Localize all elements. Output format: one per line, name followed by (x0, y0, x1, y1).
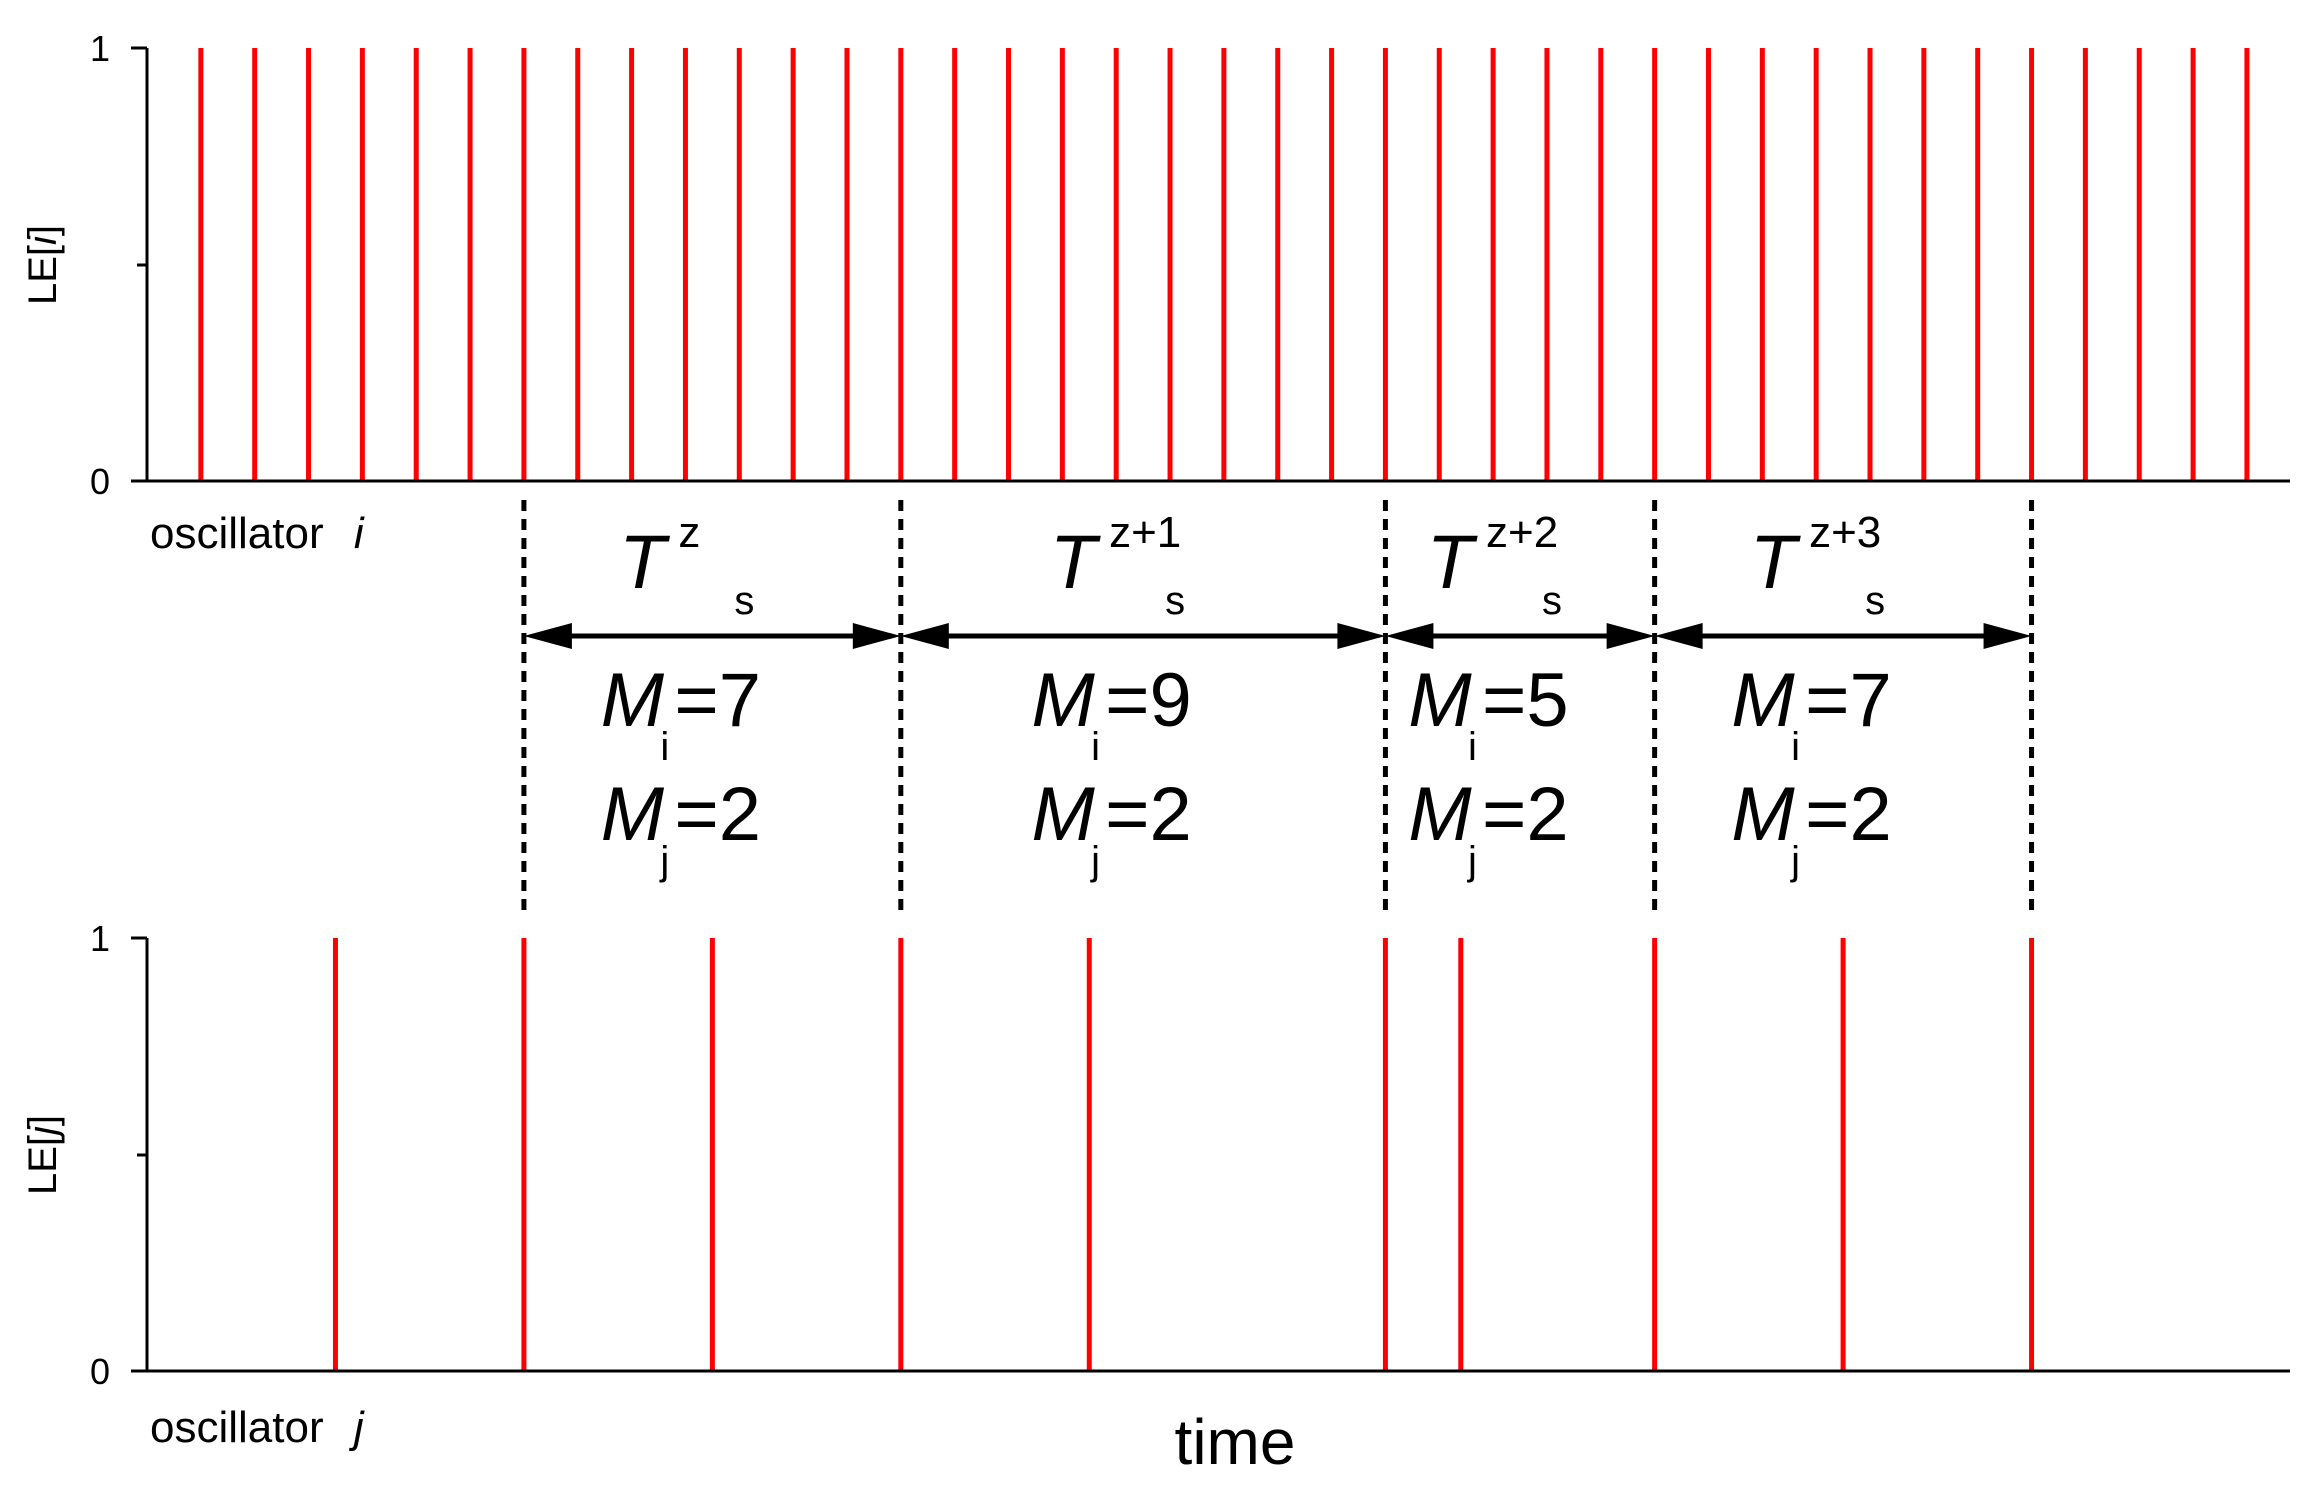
period-Mi-value: =5 (1482, 658, 1569, 743)
period-Mj-value: =2 (1105, 772, 1192, 857)
panel-oscillator-j: 1 0 LE[j] oscillator j time (21, 918, 2290, 1478)
caption-oscillator-j-word: oscillator (150, 1403, 324, 1452)
period-arrow-head-left (1654, 623, 1703, 649)
period-T-subscript: s (1542, 579, 1562, 623)
period-Mj-subscript: j (1467, 839, 1477, 883)
period-Mi-value: =7 (1805, 658, 1892, 743)
period-Mj-value: =2 (1805, 772, 1892, 857)
period-Mj-subscript: j (1790, 839, 1800, 883)
period-arrow-head-right (852, 623, 901, 649)
period-Mj-symbol: M (1731, 772, 1795, 857)
caption-oscillator-j: oscillator j (150, 1403, 365, 1452)
period-arrow-head-left (523, 623, 572, 649)
y-tick-label-bottom-0: 0 (90, 1351, 110, 1392)
period-Mj-value: =2 (1482, 772, 1569, 857)
period-Mi-subscript: i (660, 725, 669, 769)
y-tick-label-bottom-1: 1 (90, 918, 110, 959)
period-arrow-head-right (1337, 623, 1386, 649)
caption-oscillator-i-var: i (354, 509, 365, 558)
spikes-oscillator-i (198, 48, 2250, 481)
caption-oscillator-j-var: j (349, 1403, 365, 1452)
period-Mj-symbol: M (1408, 772, 1472, 857)
y-axis-label-top-var: i (21, 235, 65, 245)
period-Mj-symbol: M (1031, 772, 1095, 857)
period-Mj-symbol: M (601, 772, 665, 857)
x-axis-label-time: time (1175, 1406, 1296, 1478)
y-tick-label-top-0: 0 (90, 461, 110, 502)
panel-oscillator-i: 1 0 LE[i] oscillator i (21, 28, 2290, 558)
period-T-symbol: T (1427, 520, 1478, 605)
period-Mi-symbol: M (1408, 658, 1472, 743)
period-arrow-head-left (1385, 623, 1434, 649)
period-T-symbol: T (1050, 520, 1101, 605)
period-arrow-head-right (1983, 623, 2032, 649)
caption-oscillator-i: oscillator i (150, 509, 365, 558)
y-axis-label-bottom: LE[j] (21, 1115, 65, 1195)
period-T-subscript: s (734, 579, 754, 623)
period-Mi-value: =9 (1105, 658, 1192, 743)
period-Mi-subscript: i (1791, 725, 1800, 769)
period-T-superscript: z+1 (1109, 508, 1181, 557)
y-axis-label-top: LE[i] (21, 225, 65, 305)
period-T-symbol: T (619, 520, 670, 605)
period-T-subscript: s (1165, 579, 1185, 623)
period-T-subscript: s (1865, 579, 1885, 623)
period-Mi-value: =7 (674, 658, 761, 743)
period-Mj-subscript: j (659, 839, 669, 883)
spikes-oscillator-j (332, 938, 2035, 1371)
period-Mi-subscript: i (1468, 725, 1477, 769)
period-Mi-symbol: M (601, 658, 665, 743)
period-Mi-symbol: M (1031, 658, 1095, 743)
period-Mj-subscript: j (1090, 839, 1100, 883)
caption-oscillator-i-word: oscillator (150, 509, 324, 558)
period-Mi-symbol: M (1731, 658, 1795, 743)
period-T-superscript: z (678, 508, 700, 557)
period-Mj-value: =2 (674, 772, 761, 857)
y-tick-label-top-1: 1 (90, 28, 110, 69)
period-T-symbol: T (1750, 520, 1801, 605)
period-arrow-head-left (900, 623, 949, 649)
period-T-superscript: z+2 (1486, 508, 1558, 557)
period-T-superscript: z+3 (1809, 508, 1881, 557)
period-Mi-subscript: i (1091, 725, 1100, 769)
period-arrow-head-right (1606, 623, 1655, 649)
